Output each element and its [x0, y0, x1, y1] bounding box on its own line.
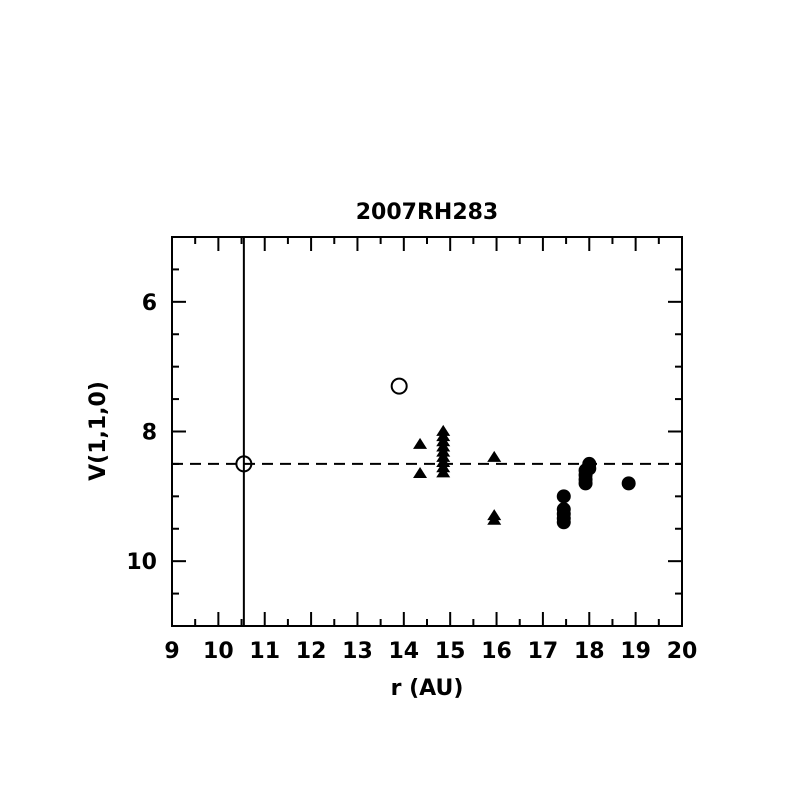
- filled-circle-point: [556, 489, 571, 504]
- filled-circle-point: [556, 515, 571, 530]
- x-tick-label: 17: [528, 639, 559, 664]
- x-tick-label: 13: [342, 639, 373, 664]
- x-tick-label: 14: [389, 639, 420, 664]
- x-tick-label: 19: [620, 639, 651, 664]
- x-tick-label: 18: [574, 639, 605, 664]
- open-circle-point: [390, 377, 408, 395]
- data-points: [235, 377, 636, 530]
- y-axis-label: V(1,1,0): [86, 381, 111, 481]
- filled-triangle-point: [413, 437, 428, 449]
- filled-triangle-point: [413, 467, 428, 479]
- filled-circle-point: [621, 476, 636, 491]
- y-tick-label: 6: [142, 291, 157, 316]
- x-tick-label: 16: [481, 639, 512, 664]
- y-tick-label: 8: [142, 421, 157, 446]
- filled-triangle-point: [487, 513, 502, 525]
- filled-circle-point: [578, 476, 593, 491]
- x-tick-label: 9: [164, 639, 179, 664]
- open-circle-point: [235, 455, 253, 473]
- x-tick-label: 12: [296, 639, 327, 664]
- chart-title: 2007RH283: [356, 200, 499, 225]
- x-tick-label: 15: [435, 639, 466, 664]
- tick-labels: 9 10 11 12 13 14 15 16 17 18 19 20 6 8 10: [126, 291, 697, 664]
- filled-triangle-point: [436, 466, 451, 478]
- x-tick-label: 10: [203, 639, 234, 664]
- y-tick-label: 10: [126, 550, 157, 575]
- filled-circle-point: [582, 461, 597, 476]
- x-axis-label: r (AU): [391, 676, 464, 701]
- x-tick-label: 20: [667, 639, 698, 664]
- axis-ticks: [171, 236, 683, 627]
- x-tick-label: 11: [249, 639, 280, 664]
- filled-triangle-point: [487, 450, 502, 462]
- plot-frame: [171, 236, 683, 627]
- reference-lines: [172, 237, 682, 626]
